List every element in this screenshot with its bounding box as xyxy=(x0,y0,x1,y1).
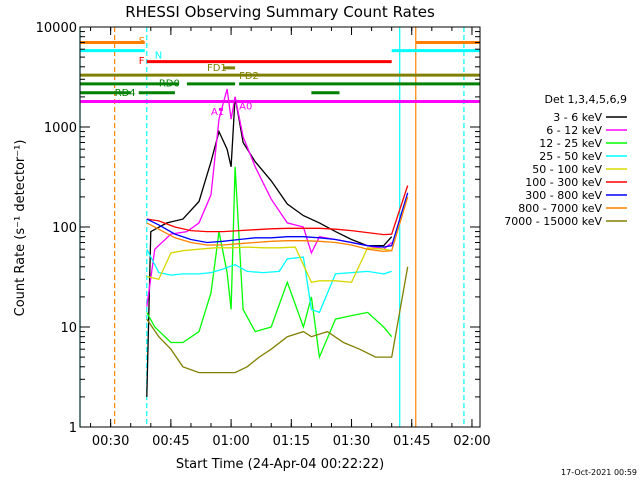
legend-label-1: 6 - 12 keV xyxy=(546,124,602,137)
y-tick-label-4: 10000 xyxy=(36,21,77,36)
chart-title: RHESSI Observing Summary Count Rates xyxy=(125,3,435,21)
state-label-rd0: RD0 xyxy=(159,78,180,89)
x-tick-label-4: 01:30 xyxy=(333,434,370,449)
y-tick-label-0: 1 xyxy=(69,421,77,436)
legend-label-7: 800 - 7000 keV xyxy=(518,202,602,215)
legend-label-0: 3 - 6 keV xyxy=(553,111,602,124)
series-line-6 xyxy=(146,192,409,248)
state-label-a1: A1 xyxy=(211,107,224,118)
legend-label-8: 7000 - 15000 keV xyxy=(504,215,602,228)
series-line-0 xyxy=(146,96,393,397)
legend-label-2: 12 - 25 keV xyxy=(539,137,602,150)
series-line-5 xyxy=(146,185,409,236)
state-label-s: S xyxy=(139,36,145,47)
y-tick-label-2: 100 xyxy=(52,221,77,236)
x-tick-label-0: 00:30 xyxy=(92,434,129,449)
x-tick-label-6: 02:00 xyxy=(453,434,490,449)
series-line-8 xyxy=(146,266,409,374)
plot-frame xyxy=(79,26,481,428)
y-axis-label: Count Rate (s⁻¹ detector⁻¹) xyxy=(13,140,28,317)
y-axis: 1 10 100 1000 10000 xyxy=(36,21,481,436)
series-line-3 xyxy=(146,248,392,314)
x-tick-label-3: 01:15 xyxy=(273,434,310,449)
plot-area: SNF FD1 FD2 RD0 RD4 A1 A0 xyxy=(79,27,480,427)
state-label-rd4: RD4 xyxy=(115,88,136,99)
state-label-fd1: FD1 xyxy=(207,63,227,74)
x-tick-label-5: 01:45 xyxy=(393,434,430,449)
legend-label-4: 50 - 100 keV xyxy=(532,163,602,176)
state-label-f: F xyxy=(139,56,145,67)
x-axis: 00:30 00:45 01:00 01:15 01:30 01:45 02:00 xyxy=(90,27,491,449)
legend-label-6: 300 - 800 keV xyxy=(525,189,602,202)
y-tick-label-1: 10 xyxy=(60,321,77,336)
series-line-7 xyxy=(146,196,409,253)
footer-timestamp: 17-Oct-2021 00:59 xyxy=(561,468,637,477)
x-tick-label-2: 01:00 xyxy=(212,434,249,449)
x-axis-label: Start Time (24-Apr-04 00:22:22) xyxy=(176,457,384,472)
legend-label-3: 25 - 50 keV xyxy=(539,150,602,163)
x-tick-label-1: 00:45 xyxy=(152,434,189,449)
y-tick-label-3: 1000 xyxy=(44,121,77,136)
series-line-4 xyxy=(146,246,392,284)
series-line-2 xyxy=(146,166,393,360)
state-label-a0: A0 xyxy=(239,101,252,112)
legend-title: Det 1,3,4,5,6,9 xyxy=(544,93,627,106)
legend-label-5: 100 - 300 keV xyxy=(525,176,602,189)
state-label-fd2: FD2 xyxy=(239,71,259,82)
state-label-n: N xyxy=(155,51,162,62)
